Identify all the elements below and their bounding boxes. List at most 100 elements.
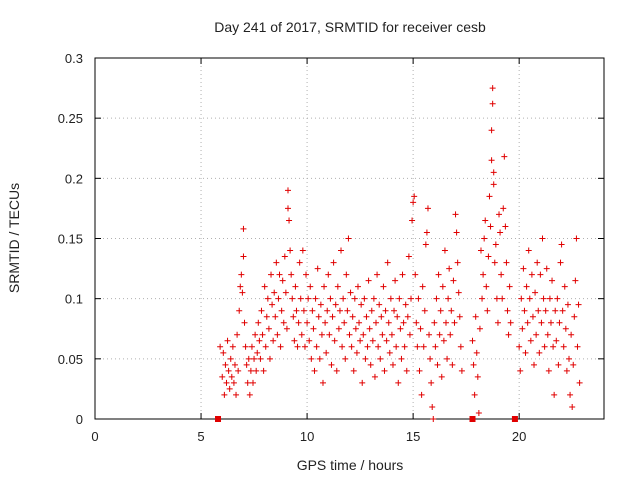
data-point: [354, 283, 361, 290]
data-point: [393, 343, 400, 350]
data-point: [263, 313, 270, 320]
data-point: [325, 271, 332, 278]
data-point: [412, 271, 419, 278]
data-point: [491, 259, 498, 266]
data-point: [486, 193, 493, 200]
data-point: [560, 343, 567, 350]
x-tick-label: 10: [300, 429, 314, 444]
data-point: [307, 283, 314, 290]
data-point: [506, 283, 513, 290]
data-point: [451, 319, 458, 326]
data-point: [502, 223, 509, 230]
data-point: [288, 271, 295, 278]
data-point: [293, 307, 300, 314]
data-point: [259, 331, 266, 338]
data-point: [271, 289, 278, 296]
data-point: [349, 313, 356, 320]
x-tick-label: 15: [406, 429, 420, 444]
data-point: [503, 259, 510, 266]
data-point: [270, 337, 277, 344]
data-point: [345, 235, 352, 242]
data-point: [532, 289, 539, 296]
data-point: [223, 379, 230, 386]
x-tick-label: 0: [91, 429, 98, 444]
data-point: [405, 253, 412, 260]
data-point: [389, 361, 396, 368]
data-point: [431, 319, 438, 326]
data-point: [420, 343, 427, 350]
data-point: [414, 343, 421, 350]
data-point: [317, 301, 324, 308]
data-point: [327, 295, 334, 302]
data-point: [476, 325, 483, 332]
data-point: [573, 235, 580, 242]
data-point: [371, 373, 378, 380]
data-point: [525, 247, 532, 254]
data-point: [457, 343, 464, 350]
data-point: [395, 379, 402, 386]
data-point: [540, 295, 547, 302]
data-point: [561, 283, 568, 290]
data-point: [323, 349, 330, 356]
data-point: [421, 307, 428, 314]
data-point: [283, 325, 290, 332]
data-point: [438, 373, 445, 380]
data-point: [289, 295, 296, 302]
data-point: [363, 313, 370, 320]
data-point: [396, 295, 403, 302]
data-point: [448, 307, 455, 314]
data-point: [489, 85, 496, 92]
data-point: [262, 343, 269, 350]
data-point: [541, 343, 548, 350]
data-point: [312, 295, 319, 302]
data-point: [518, 295, 525, 302]
zero-marker: [511, 416, 518, 422]
data-point: [473, 349, 480, 356]
data-point: [482, 217, 489, 224]
y-tick-label: 0.1: [65, 292, 83, 307]
data-point: [310, 325, 317, 332]
data-point: [499, 295, 506, 302]
data-point: [493, 295, 500, 302]
data-point: [269, 301, 276, 308]
data-point: [392, 277, 399, 284]
data-point: [385, 319, 392, 326]
data-point: [479, 295, 486, 302]
data-point: [408, 295, 415, 302]
data-point: [483, 283, 490, 290]
data-point: [235, 367, 242, 374]
data-point: [344, 307, 351, 314]
data-point: [261, 283, 268, 290]
data-point: [557, 259, 564, 266]
data-point: [429, 403, 436, 410]
data-point: [281, 253, 288, 260]
data-point: [328, 361, 335, 368]
data-point: [351, 295, 358, 302]
data-point: [527, 337, 534, 344]
data-point: [432, 343, 439, 350]
data-point: [400, 319, 407, 326]
data-point: [450, 277, 457, 284]
data-point: [359, 379, 366, 386]
data-point: [469, 337, 476, 344]
data-point: [472, 313, 479, 320]
data-point: [314, 265, 321, 272]
data-point: [330, 259, 337, 266]
data-point: [280, 319, 287, 326]
data-point: [415, 295, 422, 302]
axis-ticks: 0 0.05 0.1 0.15 0.2 0.25 0.3 0 5 10 15 20: [58, 51, 604, 444]
data-point: [574, 343, 581, 350]
data-point: [531, 361, 538, 368]
data-point: [230, 379, 237, 386]
data-point: [386, 349, 393, 356]
data-point: [375, 343, 382, 350]
data-point: [444, 355, 451, 362]
data-point: [533, 331, 540, 338]
data-point: [572, 277, 579, 284]
data-point: [563, 367, 570, 374]
data-point: [366, 325, 373, 332]
data-point: [295, 319, 302, 326]
data-point: [296, 259, 303, 266]
data-point: [497, 229, 504, 236]
